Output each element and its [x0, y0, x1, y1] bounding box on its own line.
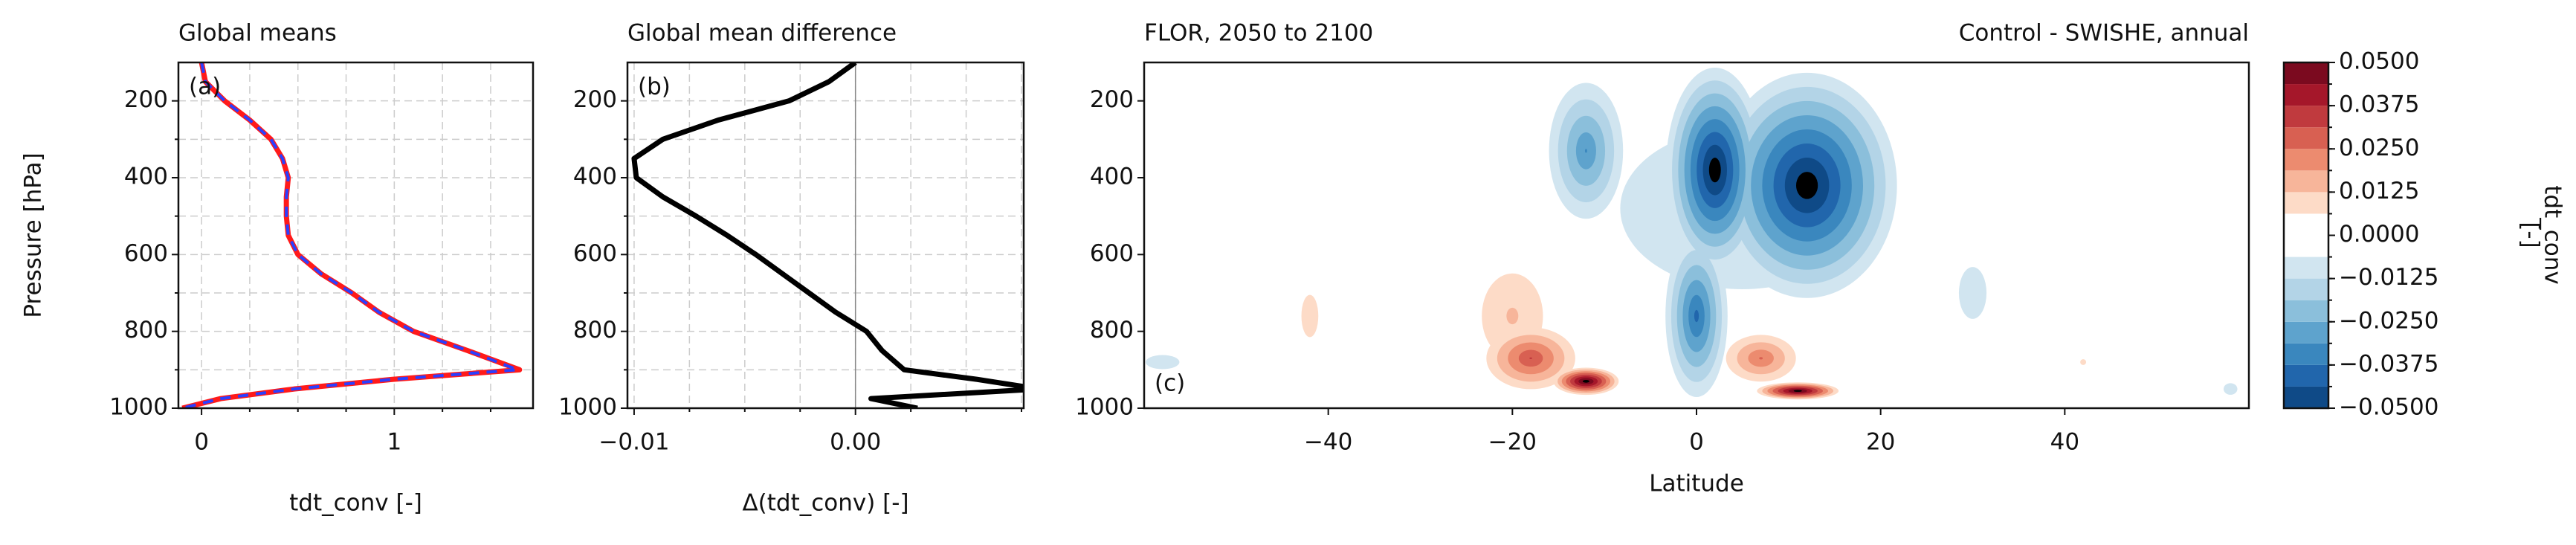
colorbar-swatch [2284, 84, 2328, 106]
x-axis-label: Δ(tdt_conv) [-] [742, 490, 908, 517]
y-tick-label: 1000 [109, 394, 168, 421]
plot-area [1146, 67, 2238, 400]
colorbar-swatch [2284, 278, 2328, 300]
y-tick-label: 200 [124, 86, 168, 113]
y-tick-label: 1000 [1075, 394, 1134, 421]
colorbar-swatch [2284, 192, 2328, 214]
series-line [631, 62, 1024, 408]
contour-fill [1529, 357, 1532, 360]
colorbar-swatch [2284, 62, 2328, 85]
x-tick-label: −0.01 [598, 429, 669, 456]
colorbar-tick-label: 0.0000 [2339, 221, 2419, 248]
colorbar-swatch [2284, 106, 2328, 128]
colorbar-swatch [2284, 257, 2328, 279]
series-line [181, 62, 523, 408]
y-tick-label: 200 [573, 86, 617, 113]
colorbar-swatch [2284, 364, 2328, 387]
panel-label: (c) [1155, 370, 1185, 397]
y-tick-label: 600 [124, 240, 168, 267]
colorbar-label: tdt_conv [2540, 185, 2566, 285]
x-tick-label: 20 [1866, 429, 1895, 456]
colorbar-swatch [2284, 127, 2328, 149]
colorbar-tick-label: 0.0500 [2339, 48, 2419, 75]
y-tick-label: 800 [124, 317, 168, 344]
panel-label: (b) [638, 74, 671, 100]
colorbar-swatch [2284, 300, 2328, 322]
contour-fill [1694, 309, 1699, 323]
x-axis-label: tdt_conv [-] [289, 490, 422, 517]
y-tick-label: 200 [1090, 86, 1134, 113]
colorbar-tick-label: 0.0125 [2339, 178, 2419, 204]
axes-frame [177, 61, 535, 410]
colorbar-swatch [2284, 149, 2328, 171]
colorbar-swatch [2284, 343, 2328, 365]
y-tick-label: 400 [573, 164, 617, 190]
y-tick-label: 400 [1090, 164, 1134, 190]
x-tick-label: −20 [1488, 429, 1537, 456]
contour-fill [1759, 357, 1763, 360]
plot-area [178, 62, 533, 408]
contour-fill [1506, 307, 1519, 325]
colorbar-swatch [2284, 235, 2328, 257]
contour-fill [2080, 359, 2087, 365]
colorbar-tick-label: 0.0250 [2339, 135, 2419, 161]
contour-fill [1793, 390, 1802, 392]
panel-title: Global means [178, 20, 337, 47]
y-tick-label: 1000 [558, 394, 617, 421]
series-line [181, 62, 520, 408]
x-tick-label: 40 [2050, 429, 2079, 456]
colorbar-swatch [2284, 170, 2328, 193]
y-tick-label: 800 [1090, 317, 1134, 344]
contour-fill [1796, 172, 1818, 199]
panel-title: FLOR, 2050 to 2100 [1144, 20, 1373, 47]
contour-fill [1146, 355, 1180, 370]
contour-fill [1958, 267, 1987, 319]
contour-fill [1708, 158, 1721, 183]
colorbar-tick-label: −0.0125 [2339, 264, 2438, 291]
y-tick-label: 600 [573, 240, 617, 267]
contour-fill [1582, 379, 1589, 383]
contour-fill [1584, 149, 1587, 153]
colorbar-swatch [2284, 213, 2328, 236]
x-tick-label: 0 [194, 429, 209, 456]
colorbar-tick-label: −0.0250 [2339, 307, 2438, 334]
panel-label: (a) [189, 74, 221, 100]
x-tick-label: 0.00 [830, 429, 881, 456]
colorbar-tick-label: −0.0375 [2339, 350, 2438, 377]
axes-frame [626, 61, 1025, 410]
x-axis-label: Latitude [1649, 471, 1744, 497]
contour-fill [2223, 383, 2238, 395]
plot-area [627, 62, 1024, 408]
y-tick-label: 400 [124, 164, 168, 190]
colorbar-tick-label: −0.0500 [2339, 394, 2438, 421]
colorbar-swatch [2284, 321, 2328, 344]
y-tick-label: 600 [1090, 240, 1134, 267]
x-tick-label: −40 [1304, 429, 1352, 456]
x-tick-label: 0 [1689, 429, 1704, 456]
colorbar-frame [2282, 61, 2330, 410]
y-axis-label: Pressure [hPa] [20, 152, 47, 317]
panel-title: Global mean difference [627, 20, 897, 47]
x-tick-label: 1 [387, 429, 401, 456]
contour-fill [1301, 294, 1319, 338]
y-tick-label: 800 [573, 317, 617, 344]
panel-title-right: Control - SWISHE, annual [1959, 20, 2249, 47]
colorbar-label: [-] [2517, 222, 2544, 248]
colorbar-tick-label: 0.0375 [2339, 91, 2419, 118]
colorbar-swatch [2284, 386, 2328, 408]
